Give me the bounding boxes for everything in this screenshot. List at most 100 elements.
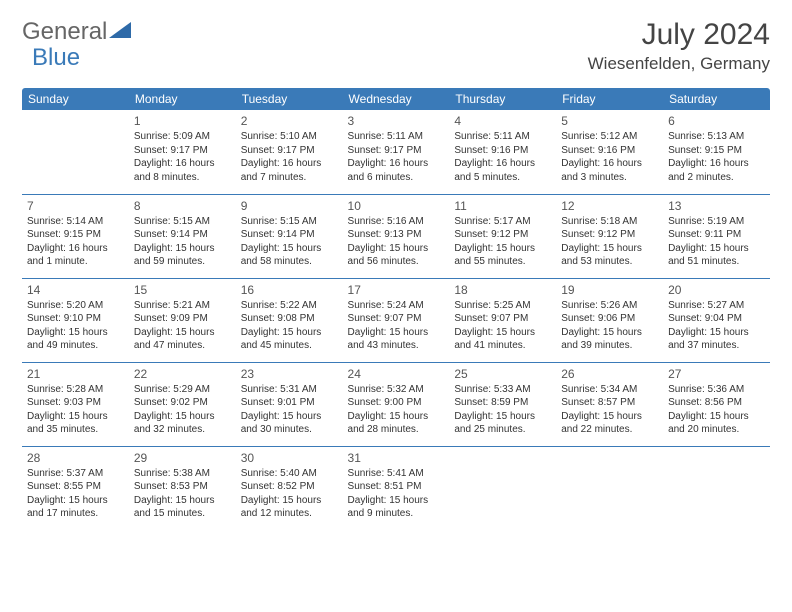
- day-number: 19: [561, 282, 658, 298]
- sunrise-text: Sunrise: 5:29 AM: [134, 383, 231, 397]
- sunset-text: Sunset: 8:51 PM: [348, 480, 445, 494]
- day-number: 18: [454, 282, 551, 298]
- sunset-text: Sunset: 9:13 PM: [348, 228, 445, 242]
- day-number: 9: [241, 198, 338, 214]
- sunrise-text: Sunrise: 5:40 AM: [241, 467, 338, 481]
- day-number: 14: [27, 282, 124, 298]
- daylight-text: Daylight: 15 hours and 28 minutes.: [348, 410, 445, 437]
- daylight-text: Daylight: 15 hours and 45 minutes.: [241, 326, 338, 353]
- daylight-text: Daylight: 15 hours and 17 minutes.: [27, 494, 124, 521]
- sunset-text: Sunset: 9:15 PM: [668, 144, 765, 158]
- calendar-day-cell: 27Sunrise: 5:36 AMSunset: 8:56 PMDayligh…: [663, 362, 770, 446]
- day-number: 17: [348, 282, 445, 298]
- weekday-header: Saturday: [663, 88, 770, 110]
- daylight-text: Daylight: 16 hours and 5 minutes.: [454, 157, 551, 184]
- calendar-day-cell: 8Sunrise: 5:15 AMSunset: 9:14 PMDaylight…: [129, 194, 236, 278]
- day-number: 23: [241, 366, 338, 382]
- day-number: 25: [454, 366, 551, 382]
- calendar-day-cell: 18Sunrise: 5:25 AMSunset: 9:07 PMDayligh…: [449, 278, 556, 362]
- calendar-day-cell: [663, 446, 770, 530]
- sunrise-text: Sunrise: 5:28 AM: [27, 383, 124, 397]
- calendar-day-cell: 20Sunrise: 5:27 AMSunset: 9:04 PMDayligh…: [663, 278, 770, 362]
- sunrise-text: Sunrise: 5:20 AM: [27, 299, 124, 313]
- day-number: 4: [454, 113, 551, 129]
- calendar-day-cell: 25Sunrise: 5:33 AMSunset: 8:59 PMDayligh…: [449, 362, 556, 446]
- day-number: 16: [241, 282, 338, 298]
- calendar-week-row: 7Sunrise: 5:14 AMSunset: 9:15 PMDaylight…: [22, 194, 770, 278]
- daylight-text: Daylight: 15 hours and 43 minutes.: [348, 326, 445, 353]
- sunset-text: Sunset: 9:10 PM: [27, 312, 124, 326]
- calendar-body: 1Sunrise: 5:09 AMSunset: 9:17 PMDaylight…: [22, 110, 770, 530]
- calendar-day-cell: 29Sunrise: 5:38 AMSunset: 8:53 PMDayligh…: [129, 446, 236, 530]
- daylight-text: Daylight: 15 hours and 30 minutes.: [241, 410, 338, 437]
- sunset-text: Sunset: 9:15 PM: [27, 228, 124, 242]
- daylight-text: Daylight: 15 hours and 37 minutes.: [668, 326, 765, 353]
- daylight-text: Daylight: 15 hours and 22 minutes.: [561, 410, 658, 437]
- sunset-text: Sunset: 8:53 PM: [134, 480, 231, 494]
- sunrise-text: Sunrise: 5:16 AM: [348, 215, 445, 229]
- calendar-day-cell: 14Sunrise: 5:20 AMSunset: 9:10 PMDayligh…: [22, 278, 129, 362]
- sunset-text: Sunset: 9:16 PM: [454, 144, 551, 158]
- calendar-day-cell: 6Sunrise: 5:13 AMSunset: 9:15 PMDaylight…: [663, 110, 770, 194]
- calendar-day-cell: 7Sunrise: 5:14 AMSunset: 9:15 PMDaylight…: [22, 194, 129, 278]
- calendar-day-cell: 15Sunrise: 5:21 AMSunset: 9:09 PMDayligh…: [129, 278, 236, 362]
- sunrise-text: Sunrise: 5:17 AM: [454, 215, 551, 229]
- sunset-text: Sunset: 9:06 PM: [561, 312, 658, 326]
- daylight-text: Daylight: 15 hours and 39 minutes.: [561, 326, 658, 353]
- daylight-text: Daylight: 15 hours and 58 minutes.: [241, 242, 338, 269]
- sunrise-text: Sunrise: 5:22 AM: [241, 299, 338, 313]
- sunset-text: Sunset: 8:55 PM: [27, 480, 124, 494]
- calendar-day-cell: [22, 110, 129, 194]
- sunrise-text: Sunrise: 5:37 AM: [27, 467, 124, 481]
- day-number: 12: [561, 198, 658, 214]
- sunrise-text: Sunrise: 5:31 AM: [241, 383, 338, 397]
- day-number: 5: [561, 113, 658, 129]
- weekday-header: Thursday: [449, 88, 556, 110]
- sunset-text: Sunset: 9:02 PM: [134, 396, 231, 410]
- sunset-text: Sunset: 9:12 PM: [454, 228, 551, 242]
- sunset-text: Sunset: 9:00 PM: [348, 396, 445, 410]
- sunrise-text: Sunrise: 5:11 AM: [348, 130, 445, 144]
- location: Wiesenfelden, Germany: [588, 54, 770, 74]
- sunset-text: Sunset: 9:07 PM: [454, 312, 551, 326]
- day-number: 31: [348, 450, 445, 466]
- sunset-text: Sunset: 9:07 PM: [348, 312, 445, 326]
- logo: General: [22, 18, 131, 46]
- logo-triangle-icon: [109, 22, 131, 38]
- daylight-text: Daylight: 15 hours and 51 minutes.: [668, 242, 765, 269]
- sunrise-text: Sunrise: 5:38 AM: [134, 467, 231, 481]
- daylight-text: Daylight: 15 hours and 12 minutes.: [241, 494, 338, 521]
- sunset-text: Sunset: 9:12 PM: [561, 228, 658, 242]
- calendar-day-cell: 23Sunrise: 5:31 AMSunset: 9:01 PMDayligh…: [236, 362, 343, 446]
- calendar-day-cell: [556, 446, 663, 530]
- daylight-text: Daylight: 15 hours and 53 minutes.: [561, 242, 658, 269]
- calendar-day-cell: 19Sunrise: 5:26 AMSunset: 9:06 PMDayligh…: [556, 278, 663, 362]
- sunrise-text: Sunrise: 5:34 AM: [561, 383, 658, 397]
- sunset-text: Sunset: 8:56 PM: [668, 396, 765, 410]
- calendar-day-cell: 24Sunrise: 5:32 AMSunset: 9:00 PMDayligh…: [343, 362, 450, 446]
- day-number: 21: [27, 366, 124, 382]
- daylight-text: Daylight: 15 hours and 55 minutes.: [454, 242, 551, 269]
- sunset-text: Sunset: 9:16 PM: [561, 144, 658, 158]
- sunrise-text: Sunrise: 5:27 AM: [668, 299, 765, 313]
- calendar-day-cell: 2Sunrise: 5:10 AMSunset: 9:17 PMDaylight…: [236, 110, 343, 194]
- sunset-text: Sunset: 9:17 PM: [134, 144, 231, 158]
- day-number: 11: [454, 198, 551, 214]
- calendar-day-cell: 16Sunrise: 5:22 AMSunset: 9:08 PMDayligh…: [236, 278, 343, 362]
- day-number: 15: [134, 282, 231, 298]
- daylight-text: Daylight: 15 hours and 59 minutes.: [134, 242, 231, 269]
- day-number: 29: [134, 450, 231, 466]
- day-number: 20: [668, 282, 765, 298]
- day-number: 7: [27, 198, 124, 214]
- calendar-day-cell: 17Sunrise: 5:24 AMSunset: 9:07 PMDayligh…: [343, 278, 450, 362]
- daylight-text: Daylight: 15 hours and 20 minutes.: [668, 410, 765, 437]
- calendar-day-cell: 28Sunrise: 5:37 AMSunset: 8:55 PMDayligh…: [22, 446, 129, 530]
- sunrise-text: Sunrise: 5:10 AM: [241, 130, 338, 144]
- header: General July 2024 Wiesenfelden, Germany: [22, 18, 770, 74]
- calendar-day-cell: 5Sunrise: 5:12 AMSunset: 9:16 PMDaylight…: [556, 110, 663, 194]
- day-number: 2: [241, 113, 338, 129]
- daylight-text: Daylight: 15 hours and 15 minutes.: [134, 494, 231, 521]
- sunset-text: Sunset: 9:03 PM: [27, 396, 124, 410]
- calendar-day-cell: [449, 446, 556, 530]
- daylight-text: Daylight: 15 hours and 32 minutes.: [134, 410, 231, 437]
